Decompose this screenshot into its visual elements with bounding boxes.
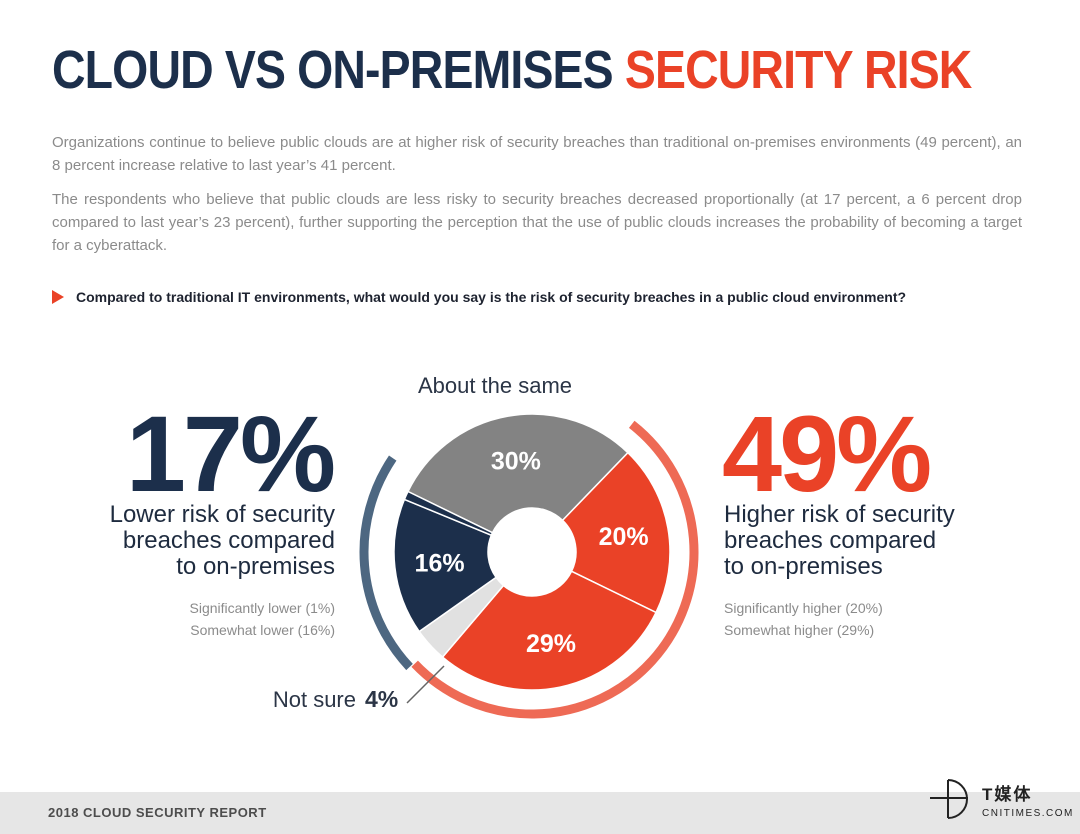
slice-value-label: 29%	[526, 630, 576, 658]
higher-risk-line-2: breaches compared	[724, 527, 937, 554]
donut-slice-about-the-same	[406, 413, 629, 534]
logo-english-text: CNITIMES.COM	[982, 808, 1074, 819]
lower-risk-detail-1: Significantly lower (1%)	[189, 600, 336, 616]
intro-paragraph-1: Organizations continue to believe public…	[52, 134, 1022, 174]
slice-value-label: 30%	[491, 447, 541, 475]
lower-risk-line-1: Lower risk of security	[109, 501, 335, 528]
donut-slice-significantly-higher	[561, 451, 671, 614]
lower-risk-details: Significantly lower (1%) Somewhat lower …	[85, 597, 336, 641]
higher-risk-detail-1: Significantly higher (20%)	[724, 600, 883, 616]
lower-risk-percent: 17%	[125, 393, 336, 514]
higher-risk-arc	[411, 420, 699, 719]
slice-value-label: 16%	[415, 549, 465, 577]
donut-slice-somewhat-lower	[393, 498, 498, 633]
higher-risk-line-1: Higher risk of security	[724, 501, 955, 528]
survey-question: Compared to traditional IT environments,…	[52, 286, 1052, 308]
donut-slice-significantly-lower	[403, 490, 494, 537]
lower-risk-line-3: to on-premises	[176, 553, 335, 580]
higher-risk-line-3: to on-premises	[724, 553, 883, 580]
about-the-same-label: About the same	[418, 373, 572, 398]
not-sure-label: Not sure	[273, 687, 356, 712]
group-arcs	[359, 420, 699, 719]
intro-paragraph-2: The respondents who believe that public …	[52, 191, 1022, 254]
higher-risk-details: Significantly higher (20%) Somewhat high…	[724, 597, 974, 641]
lower-risk-description: Lower risk of security breaches compared…	[35, 502, 335, 580]
slice-value-label: 20%	[599, 523, 649, 551]
question-text: Compared to traditional IT environments,…	[76, 289, 907, 305]
triangle-bullet-icon	[52, 289, 64, 304]
not-sure-value: 4%	[365, 686, 398, 712]
higher-risk-description: Higher risk of security breaches compare…	[724, 502, 1044, 580]
brand-logo-icon	[930, 779, 968, 819]
lower-risk-line-2: breaches compared	[122, 527, 335, 554]
logo-chinese-text: T媒体	[982, 785, 1033, 804]
footer-bar: 2018 CLOUD SECURITY REPORT	[0, 792, 1080, 834]
title-part-1: CLOUD VS ON-PREMISES	[52, 40, 614, 100]
lower-risk-detail-2: Somewhat lower (16%)	[190, 622, 335, 638]
higher-risk-percent: 49%	[722, 393, 932, 514]
report-name: 2018 CLOUD SECURITY REPORT	[48, 805, 267, 820]
donut-labels: 30% 20% 29% 16%	[415, 447, 649, 658]
higher-risk-detail-2: Somewhat higher (29%)	[724, 622, 875, 638]
title-part-2: SECURITY RISK	[624, 40, 973, 100]
donut-slice-somewhat-higher	[441, 570, 658, 691]
donut-slices	[393, 413, 671, 691]
lower-risk-arc	[359, 455, 413, 671]
not-sure-leader-line	[406, 665, 445, 704]
risk-donut-chart: 30% 20% 29% 16% About the same Not sure 4%	[273, 373, 699, 719]
page-title: CLOUD VS ON-PREMISES SECURITY RISK	[52, 38, 972, 102]
